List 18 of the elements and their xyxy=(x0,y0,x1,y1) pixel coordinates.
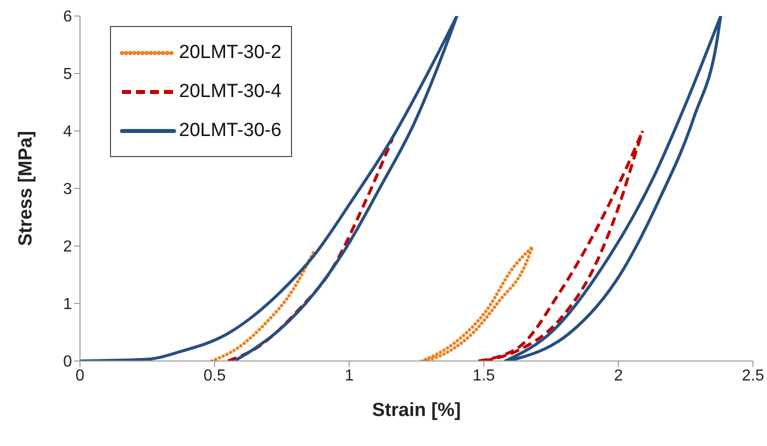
y-tick-label: 5 xyxy=(63,66,72,84)
x-tick-label: 1.5 xyxy=(472,367,496,384)
y-axis-title: Stress [MPa] xyxy=(16,130,37,246)
x-tick-label: 2 xyxy=(614,367,623,384)
y-tick-label: 2 xyxy=(63,238,72,256)
x-tick-label: 0 xyxy=(76,367,85,384)
x-tick-label: 2.5 xyxy=(742,367,764,384)
y-tick-label: 6 xyxy=(63,8,72,26)
x-tick-label: 1 xyxy=(344,367,354,384)
y-tick-label: 0 xyxy=(63,354,72,371)
x-tick-label: 0.5 xyxy=(203,367,226,384)
y-tick-label: 3 xyxy=(63,181,72,198)
y-tick-label: 1 xyxy=(63,296,72,314)
legend-label: 20LMT-30-2 xyxy=(179,42,282,64)
legend-label: 20LMT-30-6 xyxy=(179,120,282,142)
legend-label: 20LMT-30-4 xyxy=(179,80,282,102)
y-tick-label: 4 xyxy=(63,124,72,141)
x-axis-title: Strain [%] xyxy=(372,400,461,421)
